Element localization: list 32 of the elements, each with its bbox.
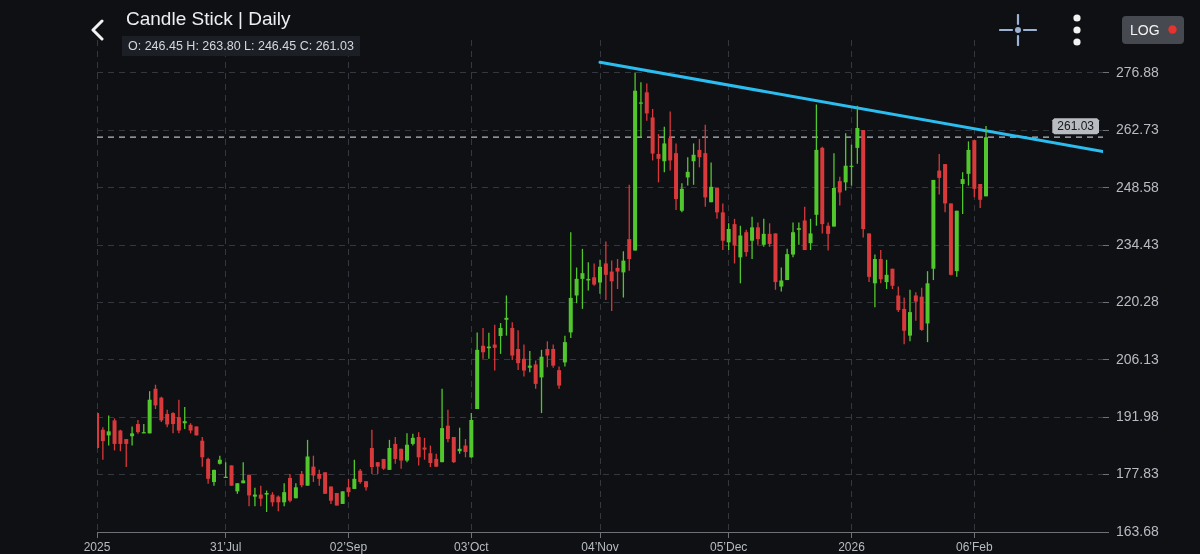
x-tick-label: 05’Dec (709, 539, 748, 554)
x-tick-label: 04’Nov (581, 539, 619, 554)
y-tick-label: 276.88 (1116, 63, 1160, 80)
candlestick (750, 216, 755, 259)
y-tick-label: 177.83 (1116, 465, 1160, 482)
y-tick-label: 206.13 (1116, 350, 1160, 367)
candlestick (709, 162, 714, 203)
x-tick-label: 2026 (838, 539, 866, 554)
x-tick-label: 31’Jul (209, 539, 242, 554)
x-tick-label: 06’Feb (955, 539, 993, 554)
y-tick-label: 163.68 (1116, 522, 1160, 539)
y-tick-label: 220.28 (1116, 293, 1160, 310)
toggle-button: LOG (1122, 16, 1184, 44)
x-tick-label: 03’Oct (453, 539, 490, 554)
candlestick (638, 82, 643, 138)
ref-line-label: 261.03 (1057, 119, 1095, 134)
y-tick-label: 262.73 (1116, 121, 1160, 138)
candlestick (445, 409, 450, 443)
chart-subtitle: O: 246.45 H: 263.80 L: 246.45 C: 261.03 (122, 36, 360, 56)
x-tick-label: 2025 (83, 539, 111, 554)
candlestick (826, 222, 831, 251)
candlestick (521, 344, 526, 377)
candlestick (516, 330, 521, 371)
y-tick-label: 248.58 (1116, 178, 1160, 195)
x-tick-label: 02’Sep (329, 539, 368, 554)
candlestick (796, 222, 801, 245)
candlestick (252, 487, 257, 507)
y-tick-label: 191.98 (1116, 408, 1160, 425)
candlestick (481, 327, 486, 359)
chart-title: Candle Stick | Daily (126, 8, 291, 30)
y-tick-label: 234.43 (1116, 235, 1160, 252)
candlestick (130, 426, 135, 446)
